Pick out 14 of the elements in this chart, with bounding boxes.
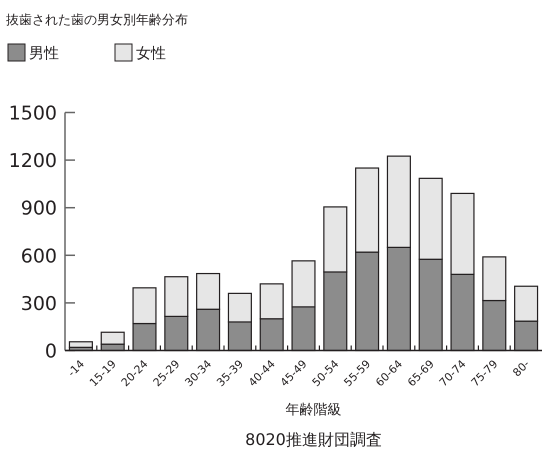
x-axis-title: 年齢階級 [286,402,342,418]
y-tick-label: 300 [20,292,57,315]
x-tick-label: 80- [510,357,532,380]
y-tick-label: 1200 [8,150,57,172]
chart-title: 抜歯された歯の男女別年齢分布 [6,13,188,28]
y-tick-label: 1500 [8,102,57,124]
legend-label: 男性 [29,44,59,62]
bar [68,341,93,348]
x-tick-label: -14 [65,357,88,380]
legend-label: 女性 [136,44,166,62]
y-tick-label: 900 [20,198,57,220]
text: 8020推進財団調査 [245,430,382,449]
y-tick-label: 0 [44,340,57,362]
y-tick-label: 600 [20,245,57,268]
